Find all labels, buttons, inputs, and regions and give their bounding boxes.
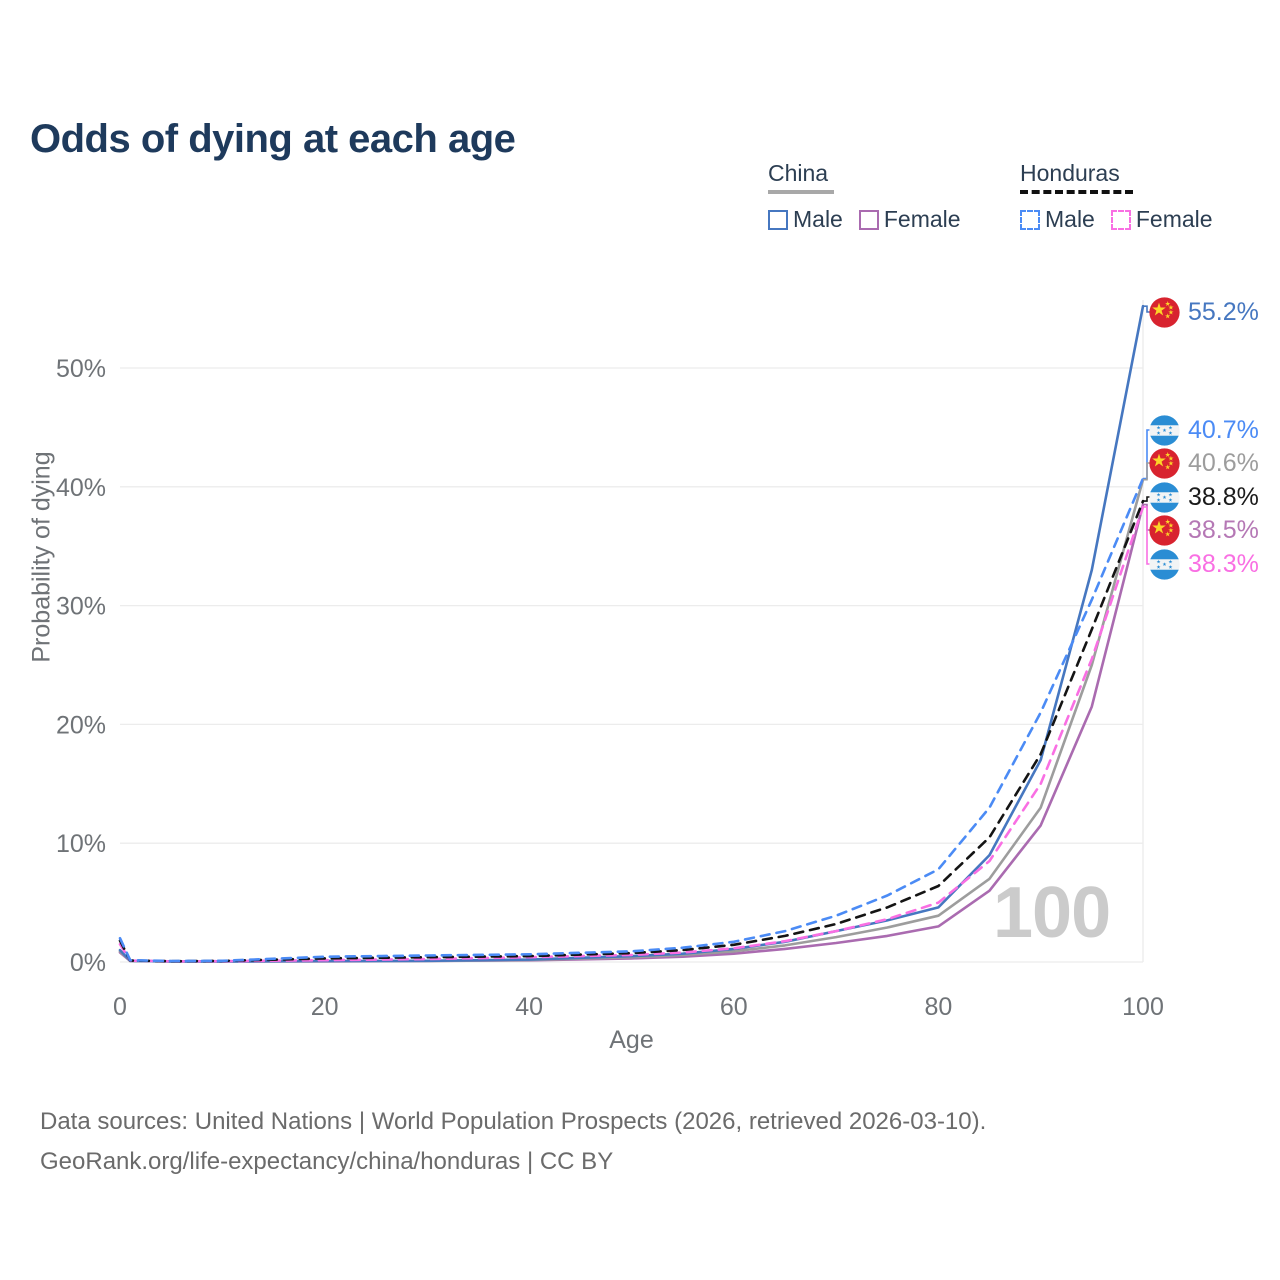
line-honduras-both-sexes[interactable] (118, 499, 1145, 963)
legend-group-honduras: Honduras Male Female (1020, 160, 1213, 233)
x-axis-title: Age (609, 1026, 654, 1054)
legend-header-honduras[interactable]: Honduras (1020, 160, 1120, 186)
end-value-china-both: 40.6% (1188, 448, 1259, 477)
end-connector-honduras-female (1143, 506, 1151, 565)
y-tick-label: 20% (56, 711, 106, 739)
end-label-row-honduras-male: 40.7% (1148, 413, 1259, 447)
end-label-row-china-female: 38.5% (1148, 513, 1259, 547)
legend-swatch-honduras-female[interactable] (1110, 209, 1131, 230)
x-tick-label: 80 (924, 993, 952, 1021)
end-value-china-male: 55.2% (1188, 297, 1259, 326)
honduras-flag-icon (1148, 414, 1181, 447)
hovered-age-watermark: 100 (993, 873, 1111, 953)
legend-line-sample-china (768, 190, 834, 194)
legend-header-china[interactable]: China (768, 160, 829, 186)
x-tick-label: 20 (311, 993, 339, 1021)
end-connector-china-male (1143, 305, 1151, 313)
line-honduras-female[interactable] (118, 505, 1145, 963)
legend-label-china-female: Female (883, 206, 961, 232)
end-label-row-honduras-both: 38.8% (1148, 480, 1259, 514)
honduras-flag-icon (1148, 548, 1181, 581)
legend-group-china: China Male Female (768, 160, 961, 233)
china-flag-icon (1148, 296, 1181, 329)
end-connector-honduras-both-sexes (1143, 496, 1151, 502)
china-flag-icon (1148, 447, 1181, 480)
end-value-honduras-female: 38.3% (1188, 549, 1259, 578)
x-tick-label: 100 (1122, 993, 1164, 1021)
legend-item-honduras-male[interactable]: Male (1020, 206, 1095, 233)
end-connector-china-both-sexes (1143, 462, 1151, 481)
line-china-male[interactable] (118, 304, 1145, 963)
end-value-honduras-both: 38.8% (1188, 482, 1259, 511)
end-label-row-honduras-female: 38.3% (1148, 547, 1259, 581)
y-tick-label: 30% (56, 593, 106, 621)
legend-item-china-female[interactable]: Female (858, 206, 961, 233)
footer-attribution[interactable]: GeoRank.org/life-expectancy/china/hondur… (40, 1148, 614, 1175)
legend-item-china-male[interactable]: Male (768, 206, 843, 233)
y-tick-label: 40% (56, 474, 106, 502)
legend-swatch-china-male[interactable] (768, 209, 788, 230)
y-tick-label: 50% (56, 355, 106, 383)
y-tick-label: 10% (56, 830, 106, 858)
x-tick-label: 40 (515, 993, 543, 1021)
china-flag-icon (1148, 514, 1181, 547)
legend-label-honduras-male: Male (1045, 206, 1095, 232)
legend-swatch-china-female[interactable] (858, 209, 879, 230)
end-label-row-china-both: 40.6% (1148, 446, 1259, 480)
end-connector-honduras-male (1143, 429, 1151, 480)
line-honduras-male[interactable] (118, 477, 1145, 963)
legend-label-china-male: Male (793, 206, 843, 232)
x-tick-label: 0 (113, 993, 127, 1021)
plot-area[interactable]: 0% 10% 20% 30% 40% 50% 0 20 40 60 80 100 (0, 0, 1280, 1080)
x-tick-label: 60 (720, 993, 748, 1021)
y-tick-label: 0% (70, 949, 106, 977)
end-label-row-china-male: 55.2% (1148, 295, 1259, 329)
legend-swatch-honduras-male[interactable] (1020, 209, 1040, 230)
page-title: Odds of dying at each age (30, 116, 516, 161)
end-value-honduras-male: 40.7% (1188, 415, 1259, 444)
legend-line-sample-honduras (1020, 190, 1133, 194)
footer-data-sources: Data sources: United Nations | World Pop… (40, 1108, 987, 1135)
legend-label-honduras-female: Female (1135, 206, 1213, 232)
legend-item-honduras-female[interactable]: Female (1110, 206, 1213, 233)
end-value-china-female: 38.5% (1188, 515, 1259, 544)
line-china-female[interactable] (118, 503, 1145, 963)
honduras-flag-icon (1148, 481, 1181, 514)
